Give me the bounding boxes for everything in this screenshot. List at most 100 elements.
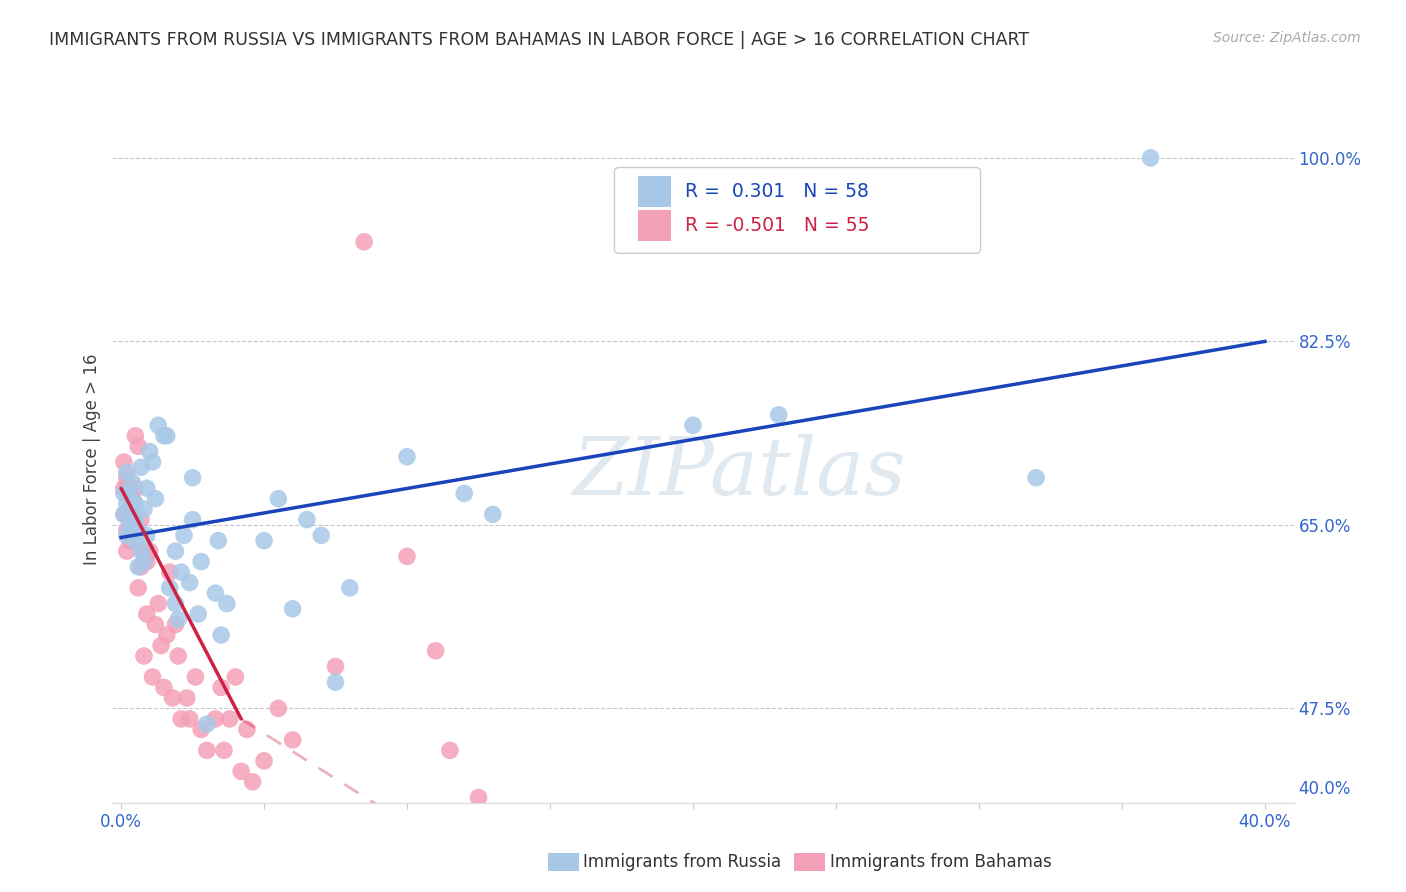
Point (242, 774, 264, 789)
Text: Source: ZipAtlas.com: Source: ZipAtlas.com (1213, 31, 1361, 45)
Point (115, 497, 138, 511)
Text: ZIPatlas: ZIPatlas (572, 434, 905, 512)
Point (204, 712, 226, 726)
Point (184, 670, 207, 684)
Point (124, 513, 146, 527)
Point (395, 450, 418, 464)
Text: IMMIGRANTS FROM RUSSIA VS IMMIGRANTS FROM BAHAMAS IN LABOR FORCE | AGE > 16 CORR: IMMIGRANTS FROM RUSSIA VS IMMIGRANTS FRO… (49, 31, 1029, 49)
Point (118, 513, 141, 527)
Point (159, 581, 181, 595)
Point (145, 491, 167, 506)
Point (145, 617, 167, 632)
FancyBboxPatch shape (638, 211, 671, 242)
Point (127, 559, 149, 574)
Point (162, 690, 184, 705)
Point (209, 628, 232, 642)
Point (127, 523, 149, 537)
Point (132, 555, 155, 569)
Point (253, 754, 276, 768)
Point (309, 528, 332, 542)
Point (207, 533, 229, 548)
Point (167, 612, 190, 626)
Point (325, 675, 347, 690)
Point (115, 466, 138, 480)
Point (195, 717, 218, 731)
Point (325, 659, 347, 673)
Point (135, 555, 157, 569)
Point (118, 486, 141, 500)
Point (181, 471, 204, 485)
Point (768, 408, 790, 422)
Point (115, 481, 138, 495)
Point (118, 517, 141, 532)
Point (682, 418, 704, 433)
Point (353, 235, 375, 249)
Point (1025, 471, 1047, 485)
Point (179, 575, 201, 590)
Point (195, 743, 218, 757)
Point (425, 644, 447, 658)
Point (121, 491, 143, 506)
Point (224, 670, 246, 684)
Point (112, 508, 135, 522)
Point (156, 628, 179, 642)
Point (124, 481, 146, 495)
Point (253, 533, 276, 548)
Point (439, 743, 461, 757)
Point (132, 544, 155, 558)
Point (127, 439, 149, 453)
Point (124, 429, 146, 443)
Point (112, 481, 135, 495)
Point (173, 528, 195, 542)
Point (141, 670, 163, 684)
Point (118, 502, 141, 516)
Point (121, 523, 143, 537)
Point (115, 523, 138, 537)
Point (212, 743, 235, 757)
Point (115, 528, 138, 542)
Point (135, 607, 157, 621)
Point (121, 508, 143, 522)
Text: R = -0.501   N = 55: R = -0.501 N = 55 (685, 217, 870, 235)
Point (170, 712, 193, 726)
Point (129, 559, 152, 574)
Point (267, 701, 290, 715)
Point (170, 565, 193, 579)
Point (339, 581, 361, 595)
Point (129, 460, 152, 475)
Point (181, 513, 204, 527)
Point (121, 523, 143, 537)
Point (132, 502, 155, 516)
Point (281, 732, 304, 747)
Point (141, 455, 163, 469)
Text: Immigrants from Bahamas: Immigrants from Bahamas (830, 853, 1052, 871)
Point (124, 497, 146, 511)
Point (135, 528, 157, 542)
Point (153, 429, 176, 443)
Point (231, 764, 253, 779)
Point (124, 533, 146, 548)
Point (138, 544, 160, 558)
Point (167, 648, 190, 663)
Point (148, 597, 170, 611)
Point (179, 712, 201, 726)
Point (150, 639, 173, 653)
Point (218, 712, 240, 726)
Point (236, 723, 259, 737)
Point (156, 429, 179, 443)
Point (132, 648, 155, 663)
Point (159, 565, 181, 579)
Point (127, 581, 149, 595)
Point (395, 549, 418, 564)
Text: Immigrants from Russia: Immigrants from Russia (583, 853, 782, 871)
Point (115, 544, 138, 558)
Point (467, 790, 489, 805)
Point (165, 617, 187, 632)
Point (267, 491, 290, 506)
Point (112, 508, 135, 522)
Point (281, 602, 304, 616)
Y-axis label: In Labor Force | Age > 16: In Labor Force | Age > 16 (83, 353, 101, 566)
Point (190, 555, 212, 569)
Point (295, 513, 318, 527)
Point (190, 723, 212, 737)
